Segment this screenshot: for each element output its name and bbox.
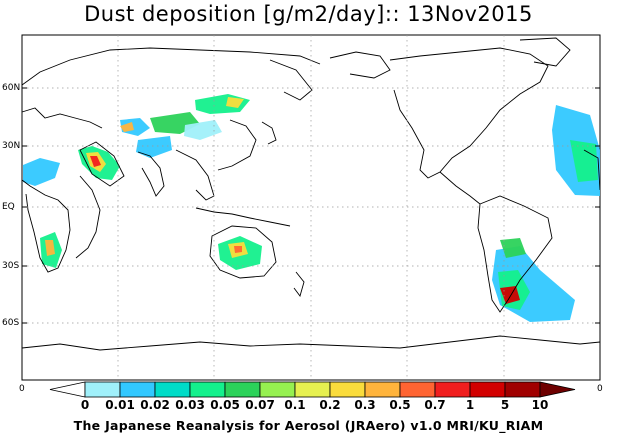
coast-west-africa-right bbox=[583, 149, 601, 191]
colorbar-label: 0.2 bbox=[319, 398, 341, 412]
dust-patagonia-core bbox=[500, 286, 520, 304]
coast-central-america bbox=[439, 171, 481, 205]
coast-alaska bbox=[329, 51, 391, 79]
dust-argentina-north bbox=[500, 238, 526, 258]
dust-arabia-hot bbox=[90, 156, 101, 167]
coast-europe-south bbox=[21, 107, 103, 129]
dust-australia-hot bbox=[234, 246, 242, 253]
colorbar-box bbox=[119, 381, 156, 398]
colorbar-label: 1 bbox=[465, 398, 475, 412]
coast-indonesia bbox=[195, 207, 291, 227]
axis-ticks bbox=[22, 87, 600, 324]
dust-patches bbox=[23, 94, 600, 322]
colorbar-label: 0.07 bbox=[245, 398, 275, 412]
colorbar-arrow-high bbox=[539, 381, 576, 398]
colorbar-label: 0.05 bbox=[210, 398, 240, 412]
colorbar-box bbox=[329, 381, 366, 398]
coast-antarctica bbox=[21, 335, 601, 351]
dust-pakistan bbox=[136, 136, 172, 158]
lat-label-30s: 30S bbox=[2, 261, 20, 271]
lon-label-left: 0 bbox=[19, 384, 25, 394]
colorbar-box bbox=[434, 381, 471, 398]
dust-iran bbox=[120, 118, 150, 136]
coast-india bbox=[137, 151, 165, 197]
coast-north-america bbox=[389, 47, 549, 179]
colorbar-arrow-low bbox=[49, 381, 86, 398]
coast-se-asia bbox=[175, 149, 215, 201]
colorbar-box bbox=[469, 381, 506, 398]
coast-new-zealand bbox=[293, 271, 305, 297]
colorbar-label: 0.3 bbox=[354, 398, 376, 412]
colorbar-box bbox=[259, 381, 296, 398]
lon-label-right: 0 bbox=[597, 384, 603, 394]
coast-africa-east bbox=[75, 175, 101, 259]
colorbar-label: 0.01 bbox=[105, 398, 135, 412]
colorbar-box bbox=[84, 381, 121, 398]
dust-gobi-core bbox=[226, 97, 244, 108]
map-title: Dust deposition [g/m2/day]:: 13Nov2015 bbox=[84, 2, 533, 26]
colorbar-labels: 0 0.01 0.02 0.03 0.05 0.07 0.1 0.2 0.3 0.5 0.7 1 5 10 bbox=[0, 398, 617, 412]
graticule bbox=[22, 35, 600, 380]
lat-label-eq: EQ bbox=[2, 202, 15, 212]
colorbar-label: 0.03 bbox=[175, 398, 205, 412]
colorbar-label: 5 bbox=[500, 398, 510, 412]
colorbar-label: 0.5 bbox=[389, 398, 411, 412]
colorbar-box bbox=[224, 381, 261, 398]
coast-greenland bbox=[519, 37, 571, 67]
coast-arabia bbox=[79, 141, 125, 187]
lat-label-60n: 60N bbox=[2, 83, 21, 93]
dust-caspian bbox=[120, 122, 134, 132]
colorbar-box bbox=[294, 381, 331, 398]
dust-atlantic-core bbox=[570, 140, 598, 182]
colorbar-label: 0 bbox=[80, 398, 90, 412]
colorbar-box bbox=[189, 381, 226, 398]
dust-taklimakan bbox=[184, 120, 222, 140]
coast-africa bbox=[21, 179, 71, 273]
dust-sahara-west bbox=[23, 158, 60, 186]
coast-japan bbox=[261, 121, 277, 145]
coast-kamchatka bbox=[269, 59, 313, 101]
credit-text: The Japanese Reanalysis for Aerosol (JRA… bbox=[73, 418, 544, 433]
coast-east-asia bbox=[217, 119, 257, 171]
colorbar-box bbox=[399, 381, 436, 398]
colorbar bbox=[49, 381, 576, 398]
dust-namibia-core bbox=[45, 240, 55, 256]
map-frame bbox=[21, 34, 601, 381]
coast-australia bbox=[209, 225, 277, 279]
coastlines bbox=[21, 37, 601, 351]
colorbar-label: 0.1 bbox=[284, 398, 306, 412]
lat-label-30n: 30N bbox=[2, 141, 21, 151]
coast-eurasia-north bbox=[21, 47, 321, 86]
lat-label-60s: 60S bbox=[2, 318, 20, 328]
coast-south-america bbox=[477, 195, 553, 313]
colorbar-label: 0.02 bbox=[140, 398, 170, 412]
colorbar-box bbox=[504, 381, 541, 398]
colorbar-label: 10 bbox=[531, 398, 549, 412]
colorbar-box bbox=[154, 381, 191, 398]
colorbar-box bbox=[364, 381, 401, 398]
colorbar-label: 0.7 bbox=[424, 398, 446, 412]
